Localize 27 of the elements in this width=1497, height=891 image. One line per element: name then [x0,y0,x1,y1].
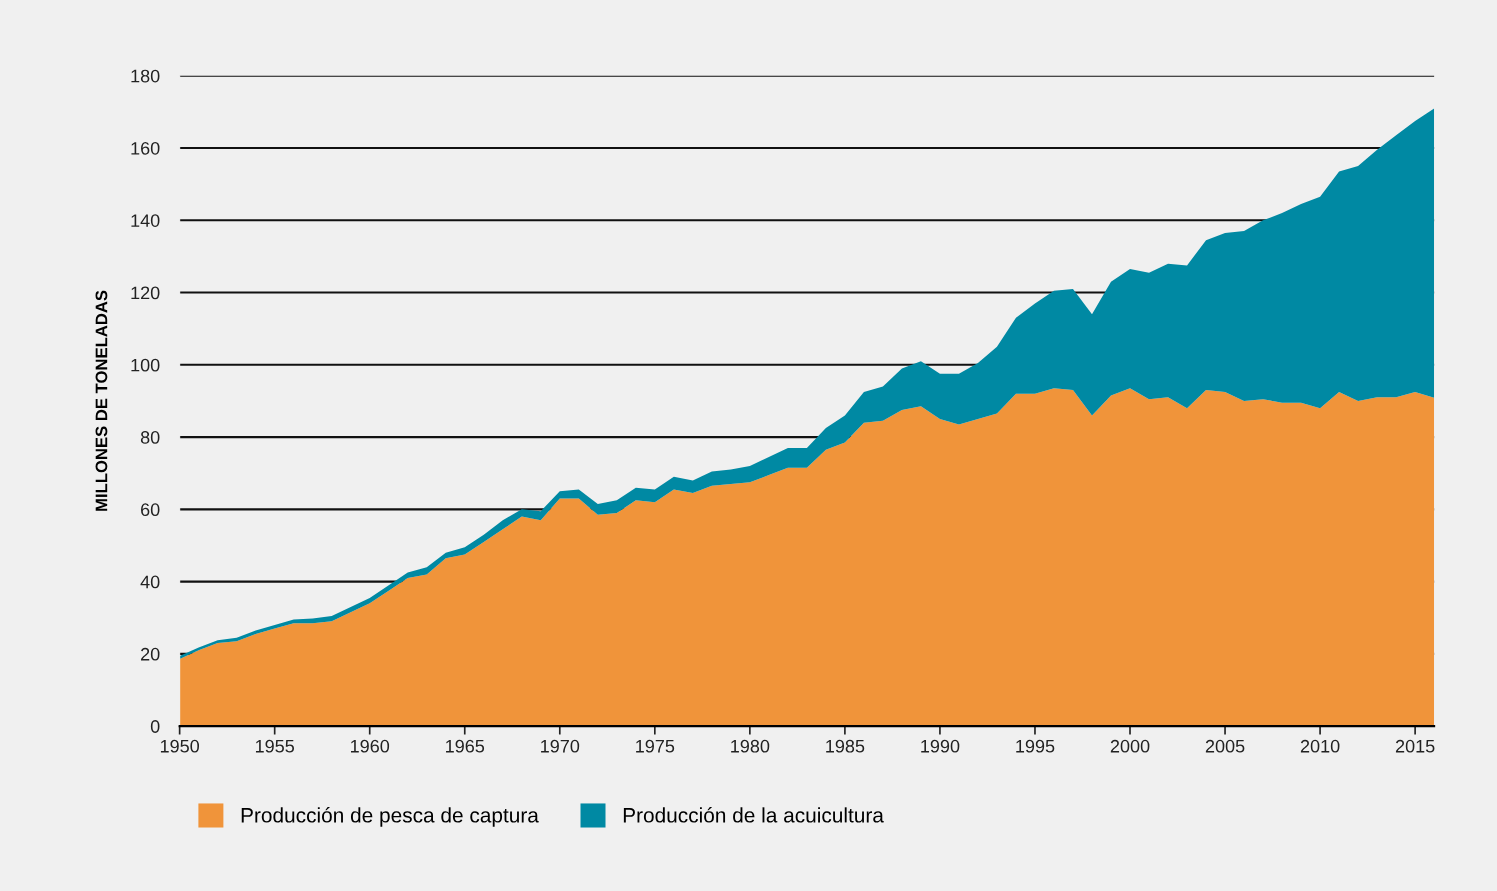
y-axis-title: MILLONES DE TONELADAS [95,290,108,511]
y-tick-label: 120 [131,286,160,300]
y-tick-label: 160 [131,141,160,155]
y-tick-label: 80 [140,431,160,444]
x-tick-label: 2005 [1205,739,1245,753]
y-tick-label: 0 [150,720,160,733]
x-tick-label: 2015 [1395,739,1435,753]
x-tick-label: 1960 [351,739,390,753]
x-tick-label: 1970 [541,739,580,753]
x-tick-label: 1955 [255,739,295,753]
x-tick-label: 1975 [636,739,675,753]
x-tick-label: 1980 [731,739,770,753]
x-tick-label: 1950 [160,739,200,753]
legend-label: Producción de la acuicultura [623,807,884,823]
y-tick-label: 180 [131,69,160,83]
x-tick-label: 2000 [1110,739,1150,753]
y-tick-label: 60 [141,503,160,517]
y-tick-label: 140 [131,214,160,227]
x-tick-label: 2010 [1300,739,1340,753]
x-tick-label: 1965 [446,739,485,753]
x-tick-label: 1985 [826,739,865,753]
x-tick-label: 1995 [1016,739,1055,753]
legend-label: Producción de pesca de captura [241,807,539,827]
y-tick-label: 40 [140,575,160,589]
y-tick-label: 20 [141,647,160,661]
y-tick-label: 100 [131,358,160,372]
x-tick-label: 1990 [921,739,960,753]
